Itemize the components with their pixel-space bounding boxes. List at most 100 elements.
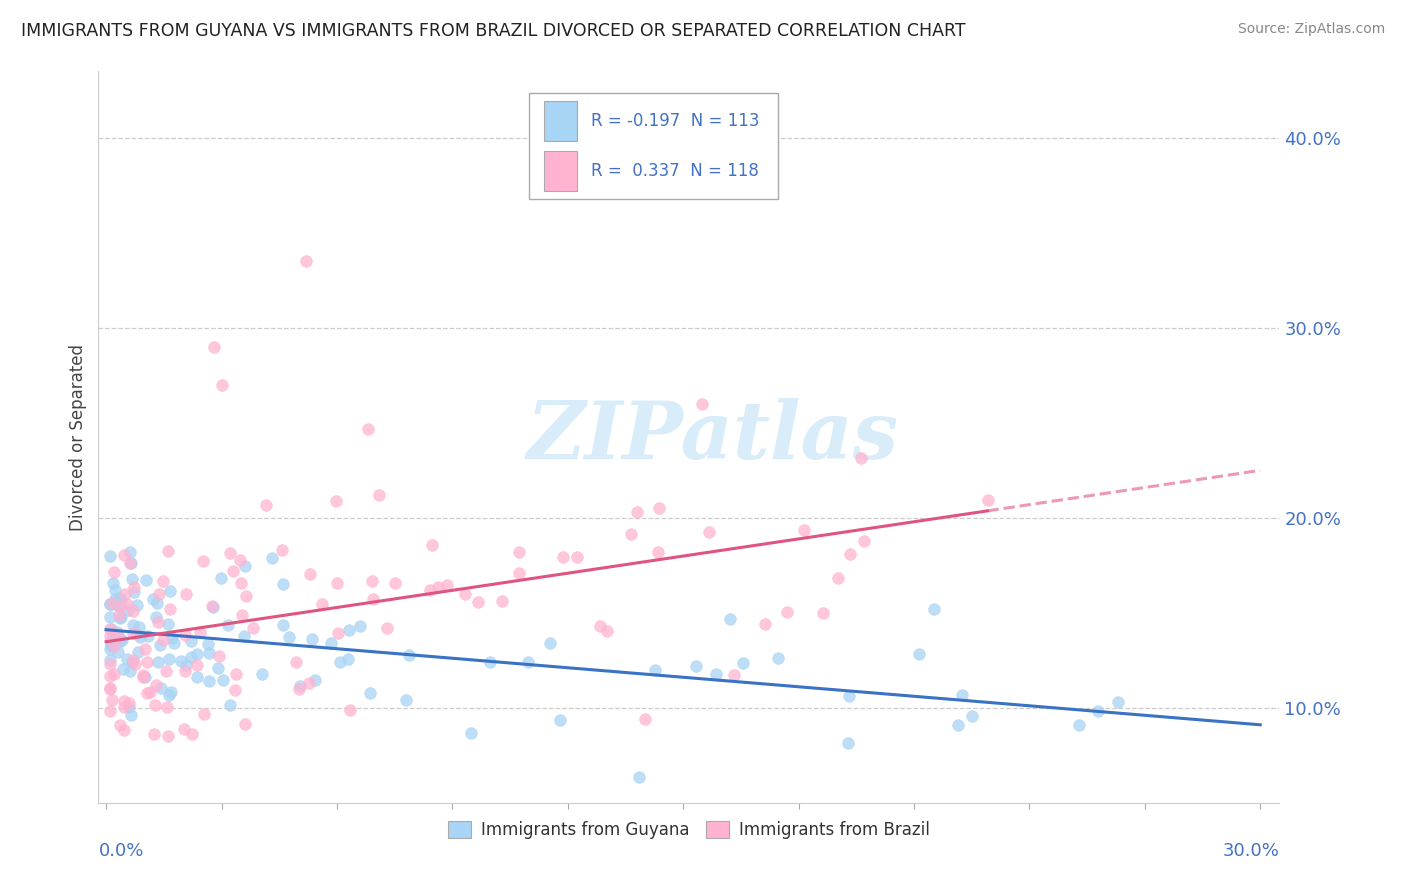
Point: [122, 626, 145, 640]
Point: [1107, 695, 1129, 709]
Point: [553, 550, 575, 565]
Point: [596, 624, 619, 638]
Point: [460, 726, 482, 740]
Point: [644, 663, 666, 677]
Point: [103, 575, 125, 590]
Point: [271, 543, 294, 558]
Point: [136, 629, 159, 643]
Point: [467, 595, 489, 609]
Point: [301, 632, 323, 646]
Point: [186, 670, 208, 684]
Point: [143, 727, 166, 741]
Point: [134, 670, 156, 684]
Point: [548, 713, 571, 727]
Point: [121, 572, 143, 586]
Point: [159, 602, 181, 616]
Point: [337, 624, 360, 638]
Point: [1087, 704, 1109, 718]
Point: [146, 655, 169, 669]
Point: [149, 681, 172, 695]
Point: [173, 723, 195, 737]
Point: [159, 583, 181, 598]
Point: [298, 567, 321, 582]
Point: [1069, 718, 1091, 732]
Point: [197, 637, 219, 651]
Point: [180, 633, 202, 648]
Point: [163, 636, 186, 650]
Point: [101, 596, 124, 610]
Point: [357, 421, 380, 435]
Point: [368, 488, 391, 502]
Point: [319, 636, 342, 650]
FancyBboxPatch shape: [530, 94, 778, 200]
Point: [181, 727, 204, 741]
Point: [212, 673, 235, 687]
Point: [118, 545, 141, 559]
Point: [122, 580, 145, 594]
Point: [98, 681, 121, 695]
Point: [157, 616, 180, 631]
Point: [112, 548, 135, 562]
Point: [723, 667, 745, 681]
Point: [124, 657, 146, 672]
Point: [160, 632, 183, 646]
Text: IMMIGRANTS FROM GUYANA VS IMMIGRANTS FROM BRAZIL DIVORCED OR SEPARATED CORRELATI: IMMIGRANTS FROM GUYANA VS IMMIGRANTS FRO…: [21, 22, 966, 40]
Point: [208, 648, 231, 663]
Point: [122, 618, 145, 632]
Point: [838, 547, 860, 561]
Point: [100, 639, 122, 653]
Point: [375, 622, 398, 636]
Text: Source: ZipAtlas.com: Source: ZipAtlas.com: [1237, 22, 1385, 37]
Point: [135, 686, 157, 700]
Point: [98, 704, 121, 718]
Point: [589, 619, 612, 633]
Point: [851, 450, 873, 465]
Point: [110, 633, 132, 648]
Point: [273, 577, 295, 591]
Point: [620, 527, 643, 541]
Point: [134, 642, 156, 657]
Point: [98, 549, 121, 564]
Point: [838, 689, 860, 703]
Point: [156, 729, 179, 743]
Point: [110, 718, 132, 732]
Point: [229, 575, 252, 590]
Point: [254, 498, 277, 512]
Point: [157, 544, 180, 558]
Point: [235, 589, 257, 603]
Point: [122, 585, 145, 599]
Point: [436, 578, 458, 592]
Point: [298, 676, 321, 690]
Point: [136, 655, 159, 669]
Point: [295, 254, 318, 268]
Point: [222, 564, 245, 578]
Point: [112, 694, 135, 708]
Point: [692, 397, 714, 411]
Point: [108, 599, 131, 614]
Point: [146, 615, 169, 629]
Point: [290, 679, 312, 693]
Point: [110, 610, 132, 624]
Point: [170, 654, 193, 668]
Point: [98, 629, 121, 643]
Point: [135, 573, 157, 587]
Point: [349, 619, 371, 633]
Point: [115, 597, 138, 611]
Point: [754, 617, 776, 632]
Point: [128, 620, 150, 634]
Point: [114, 723, 136, 737]
Point: [960, 708, 983, 723]
Point: [479, 655, 502, 669]
Point: [108, 608, 131, 623]
Legend: Immigrants from Guyana, Immigrants from Brazil: Immigrants from Guyana, Immigrants from …: [441, 814, 936, 846]
Point: [201, 600, 224, 615]
Point: [110, 591, 132, 605]
Point: [149, 638, 172, 652]
Point: [207, 660, 229, 674]
Point: [108, 599, 131, 613]
Point: [946, 718, 969, 732]
Point: [108, 634, 131, 648]
Point: [117, 696, 139, 710]
Point: [143, 698, 166, 712]
Point: [145, 677, 167, 691]
